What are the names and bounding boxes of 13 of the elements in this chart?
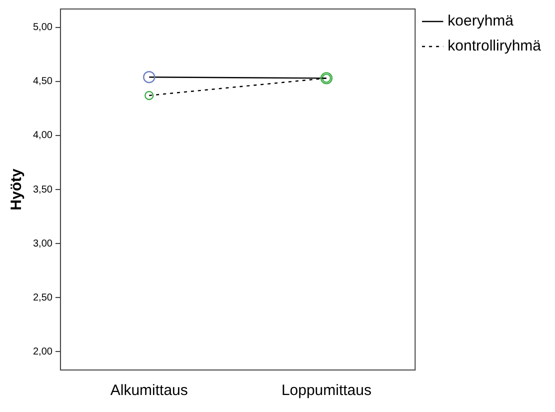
y-tick-label: 2,00 xyxy=(32,346,53,358)
y-tick-label: 3,00 xyxy=(32,238,53,250)
y-tick-label: 4,00 xyxy=(32,130,53,142)
y-tick-label: 4,50 xyxy=(32,76,53,88)
y-tick-label: 2,50 xyxy=(32,292,53,304)
y-axis-title: Hyöty xyxy=(8,168,26,210)
legend-label: kontrolliryhmä xyxy=(448,38,542,55)
y-tick-label: 3,50 xyxy=(32,184,53,196)
x-tick-label: Alkumittaus xyxy=(110,382,188,400)
x-tick-label: Loppumittaus xyxy=(281,382,372,400)
y-tick-label: 5,00 xyxy=(32,22,53,34)
legend-label: koeryhmä xyxy=(448,12,514,30)
point xyxy=(143,70,156,84)
